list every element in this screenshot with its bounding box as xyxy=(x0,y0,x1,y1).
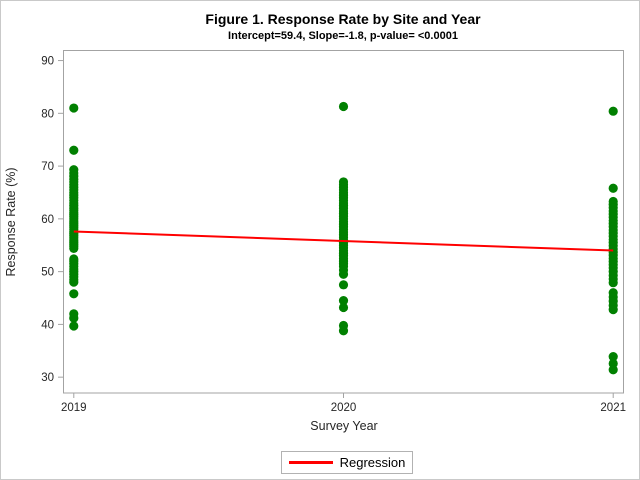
data-point xyxy=(338,296,349,306)
y-tick-label: 80 xyxy=(41,108,54,120)
data-point xyxy=(69,289,79,299)
legend-label: Regression xyxy=(339,455,406,470)
data-point xyxy=(69,103,79,113)
x-tick-label: 2019 xyxy=(61,402,87,414)
x-axis-title: Survey Year xyxy=(310,419,377,433)
y-tick-label: 90 xyxy=(41,56,54,68)
data-point xyxy=(608,351,618,362)
data-point xyxy=(69,321,79,331)
scatter-points xyxy=(69,101,618,375)
data-point xyxy=(338,101,349,112)
y-tick-label: 60 xyxy=(41,214,54,226)
data-point xyxy=(69,277,79,287)
data-point xyxy=(608,183,618,193)
y-tick-label: 70 xyxy=(41,161,54,173)
data-point xyxy=(608,278,618,288)
y-axis-ticks: 30 40 50 60 70 80 90 xyxy=(41,56,63,384)
chart-subtitle: Intercept=59.4, Slope=-1.8, p-value= <0.… xyxy=(228,30,458,42)
data-point xyxy=(338,302,349,313)
data-point xyxy=(69,243,79,254)
data-point xyxy=(338,280,349,290)
data-point xyxy=(338,269,349,279)
chart-title: Figure 1. Response Rate by Site and Year xyxy=(205,11,481,27)
data-point xyxy=(608,365,618,375)
y-tick-label: 40 xyxy=(41,319,54,331)
data-point xyxy=(608,358,618,369)
data-point xyxy=(69,145,79,155)
x-tick-label: 2021 xyxy=(600,402,626,414)
x-axis-ticks: 2019 2020 2021 xyxy=(61,393,626,414)
data-point xyxy=(608,305,618,315)
legend: Regression xyxy=(281,451,413,474)
y-axis-title: Response Rate (%) xyxy=(4,167,18,276)
data-point xyxy=(338,326,349,336)
data-point xyxy=(608,106,618,116)
data-point xyxy=(69,313,79,323)
y-tick-label: 50 xyxy=(41,267,54,279)
regression-line xyxy=(73,230,614,252)
regression-line-swatch xyxy=(288,461,333,464)
x-tick-label: 2020 xyxy=(331,402,357,414)
y-tick-label: 30 xyxy=(41,372,54,384)
